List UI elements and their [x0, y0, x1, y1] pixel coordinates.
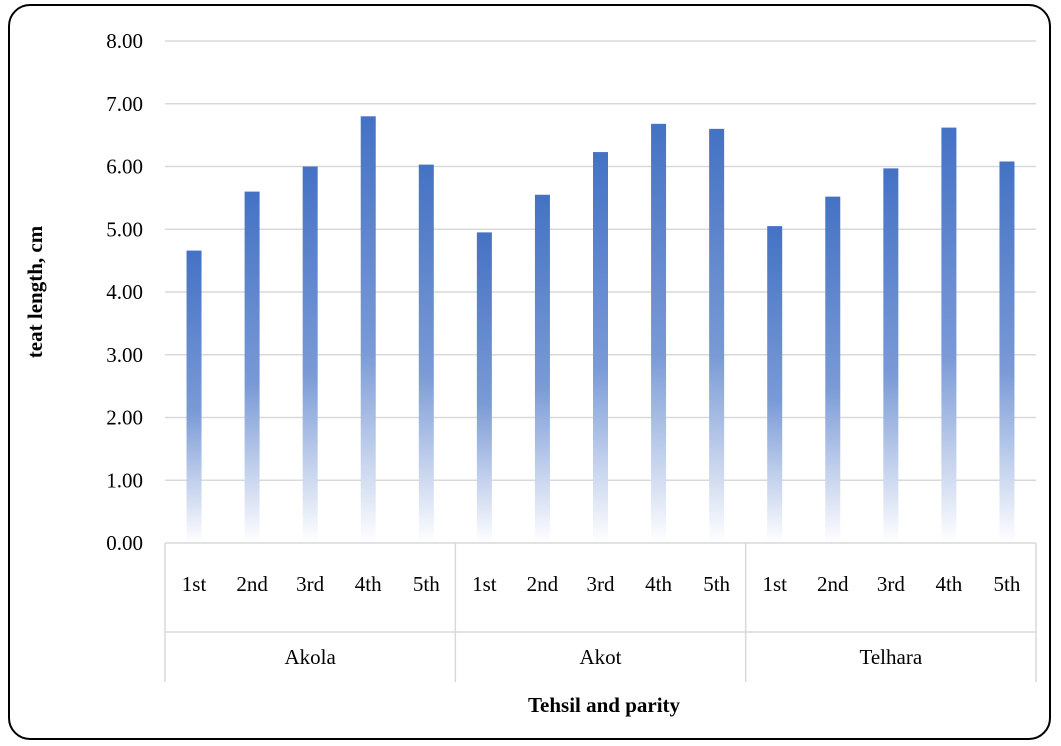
x-category-label: 4th — [645, 572, 672, 596]
y-tick-label: 5.00 — [106, 217, 143, 241]
bar-akola-1st — [186, 250, 202, 543]
bar-akot-1st — [476, 232, 492, 543]
x-group-label: Akot — [580, 645, 622, 669]
y-tick-label: 6.00 — [106, 155, 143, 179]
x-group-label: Telhara — [860, 645, 923, 669]
bar-akola-3rd — [302, 166, 318, 543]
x-category-label: 1st — [762, 572, 787, 596]
bar-telhara-3rd — [883, 168, 899, 543]
x-axis-title: Tehsil and parity — [528, 693, 681, 717]
y-axis-ticks: 0.00 1.00 2.00 3.00 4.00 5.00 6.00 7.00 8.00 — [106, 29, 143, 555]
bar-akot-4th — [651, 123, 667, 543]
x-category-label: 2nd — [236, 572, 268, 596]
x-category-label: 3rd — [296, 572, 324, 596]
x-category-label: 5th — [994, 572, 1021, 596]
bar-akola-2nd — [244, 191, 260, 543]
bar-telhara-4th — [941, 127, 957, 543]
y-tick-label: 8.00 — [106, 29, 143, 53]
y-tick-label: 0.00 — [106, 531, 143, 555]
bar-akola-5th — [418, 164, 434, 543]
x-category-label: 2nd — [817, 572, 849, 596]
y-tick-label: 7.00 — [106, 92, 143, 116]
bar-telhara-2nd — [825, 196, 841, 543]
x-category-label: 5th — [703, 572, 730, 596]
bar-akot-3rd — [593, 152, 608, 543]
bar-akola-4th — [360, 116, 376, 544]
chart-frame — [8, 4, 1051, 740]
bar-telhara-5th — [999, 161, 1015, 544]
x-axis: 1st 2nd 3rd 4th 5th Akola 1st 2nd 3rd 4th 5th Akot 1… — [164, 542, 1037, 682]
y-axis-title: teat length, cm — [23, 225, 47, 358]
y-tick-label: 1.00 — [106, 468, 143, 492]
x-category-label: 2nd — [527, 572, 559, 596]
bar-akot-2nd — [534, 194, 550, 544]
y-tick-label: 4.00 — [106, 280, 143, 304]
x-group-label: Akola — [285, 645, 337, 669]
x-category-label: 1st — [182, 572, 207, 596]
x-category-label: 4th — [935, 572, 962, 596]
bar-akot-5th — [709, 128, 725, 543]
bars — [186, 116, 1015, 544]
y-tick-label: 2.00 — [106, 406, 143, 430]
x-category-label: 4th — [355, 572, 382, 596]
x-category-label: 1st — [472, 572, 497, 596]
x-category-label: 5th — [413, 572, 440, 596]
x-category-label: 3rd — [877, 572, 905, 596]
bar-telhara-1st — [767, 226, 783, 544]
x-category-label: 3rd — [587, 572, 615, 596]
y-tick-label: 3.00 — [106, 343, 143, 367]
